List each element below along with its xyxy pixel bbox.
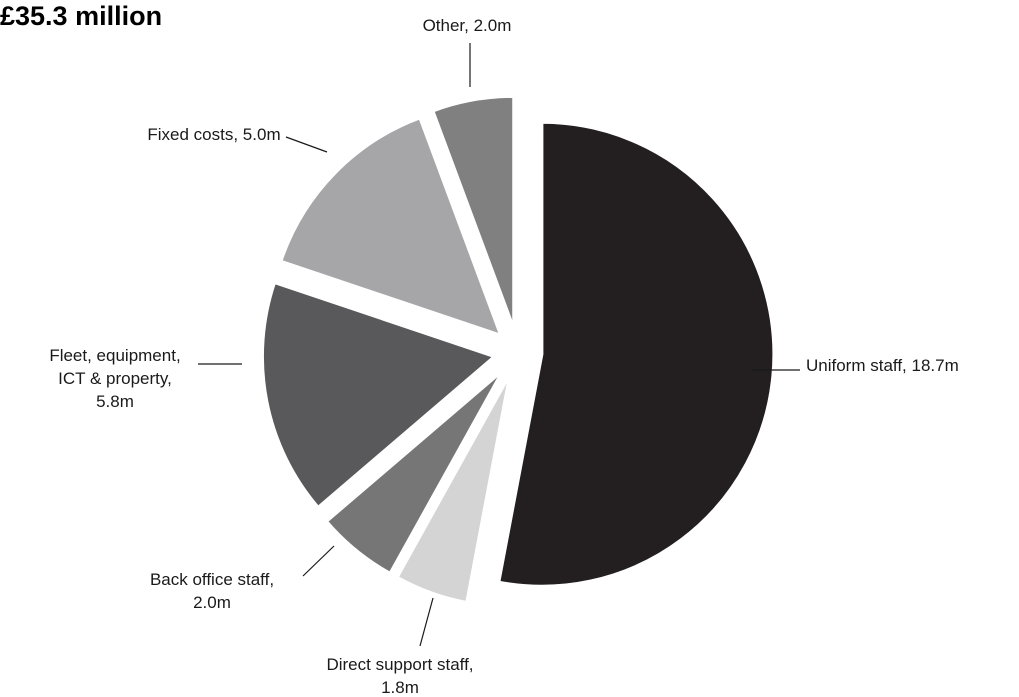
pie-slice-1 [395,373,512,605]
pie-slice-4 [278,115,504,338]
slice-label-2: Back office staff, 2.0m [150,570,274,612]
leader-line-4 [285,136,328,153]
leader-line-2 [302,545,335,577]
pie-slice-2 [324,369,505,576]
slice-label-1: Direct support staff, 1.8m [326,655,473,697]
slice-label-4: Fixed costs, 5.0m [147,125,280,144]
chart-title: £35.3 million [0,1,163,31]
pie-slice-5 [430,94,516,329]
slice-label-5: Other, 2.0m [423,16,512,35]
slice-label-3: Fleet, equipment, ICT & property, 5.8m [49,346,180,411]
pie-slice-3 [260,280,498,510]
slice-label-0: Uniform staff, 18.7m [806,356,959,375]
pie-slice-0 [497,120,776,588]
leader-line-1 [419,597,434,647]
